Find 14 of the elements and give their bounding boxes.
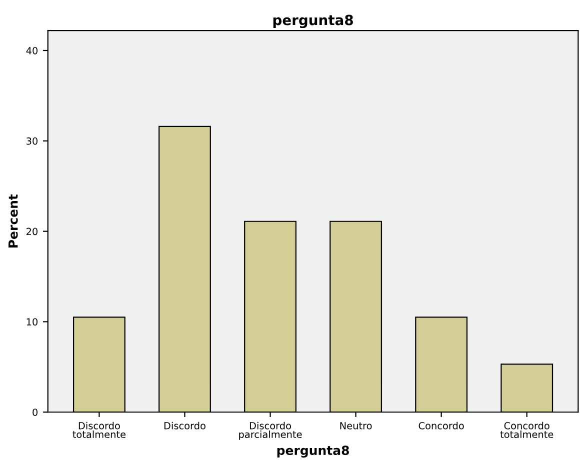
y-axis-title: Percent <box>8 194 18 248</box>
y-tick-label: 30 <box>26 137 38 145</box>
chart-title: pergunta8 <box>273 14 353 28</box>
x-tick-label: Concordo totalmente <box>500 422 554 438</box>
x-tick-label: Concordo <box>418 422 464 430</box>
x-axis-title: pergunta8 <box>277 446 349 458</box>
y-tick-label: 0 <box>32 408 38 416</box>
y-tick-label: 40 <box>26 46 38 54</box>
x-tick-label: Discordo <box>164 422 206 430</box>
y-tick-label: 20 <box>26 228 38 236</box>
x-tick-label: Discordo parcialmente <box>239 422 302 440</box>
x-tick-label: Discordo totalmente <box>72 422 126 438</box>
y-tick-label: 10 <box>26 318 38 326</box>
x-tick-label: Neutro <box>340 422 372 430</box>
